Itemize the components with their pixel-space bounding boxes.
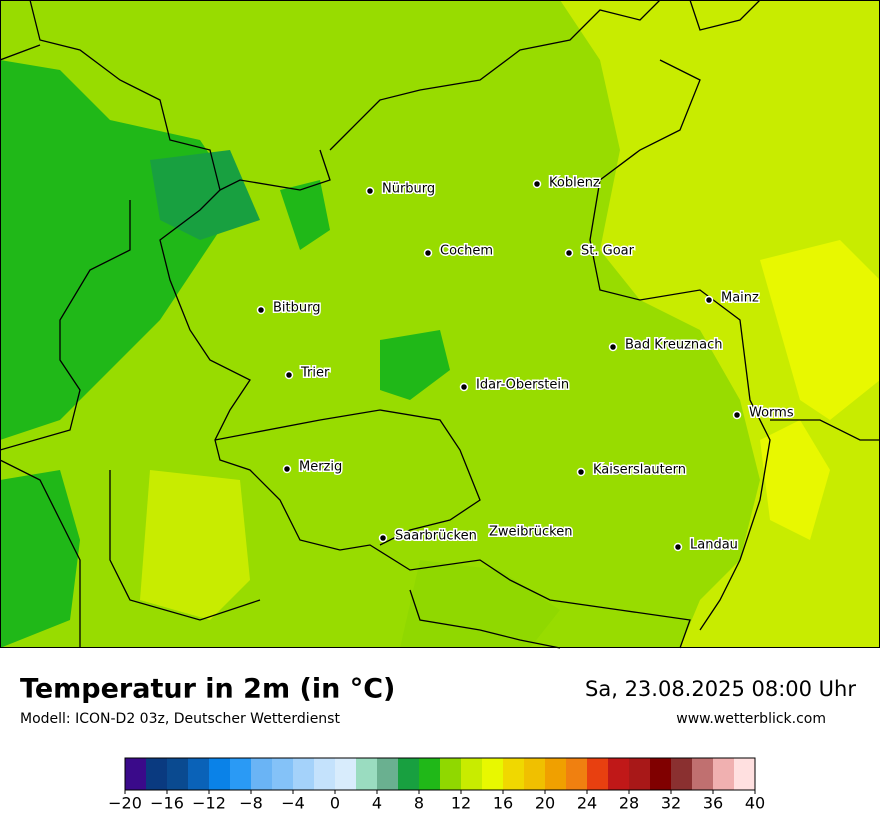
colorbar-segment bbox=[566, 758, 587, 790]
colorbar-segment bbox=[146, 758, 167, 790]
colorbar-segment bbox=[314, 758, 335, 790]
colorbar-tick-label: 40 bbox=[745, 794, 765, 813]
colorbar-segment bbox=[419, 758, 440, 790]
city-labels: Nürburg Koblenz Cochem St. Goar Bitburg … bbox=[256, 174, 795, 554]
colorbar-tick-label: 32 bbox=[661, 794, 681, 813]
city-marker: Saarbrücken bbox=[378, 527, 478, 545]
city-label: Landau bbox=[690, 538, 738, 553]
colorbar-tick-label: −12 bbox=[192, 794, 226, 813]
website: www.wetterblick.com bbox=[676, 711, 826, 727]
colorbar-segment bbox=[167, 758, 188, 790]
colorbar-segment bbox=[734, 758, 755, 790]
colorbar-segment bbox=[209, 758, 230, 790]
colorbar-segment bbox=[251, 758, 272, 790]
colorbar-segment bbox=[188, 758, 209, 790]
colorbar-tick-label: 36 bbox=[703, 794, 723, 813]
city-marker: Trier bbox=[284, 364, 331, 382]
colorbar-segment bbox=[335, 758, 356, 790]
colorbar-segment bbox=[545, 758, 566, 790]
city-label: Trier bbox=[300, 366, 330, 381]
colorbar-segment bbox=[629, 758, 650, 790]
title: Temperatur in 2m (in °C) bbox=[20, 674, 395, 705]
colorbar-frame bbox=[124, 757, 756, 791]
city-marker: Mainz bbox=[704, 289, 761, 307]
colorbar-segment bbox=[608, 758, 629, 790]
subtitle: Modell: ICON-D2 03z, Deutscher Wetterdie… bbox=[20, 711, 340, 727]
colorbar-segment bbox=[503, 758, 524, 790]
colorbar-segment bbox=[293, 758, 314, 790]
colorbar-segment bbox=[377, 758, 398, 790]
city-marker: Koblenz bbox=[532, 174, 601, 192]
colorbar-segment bbox=[482, 758, 503, 790]
city-label: Worms bbox=[749, 406, 794, 421]
colorbar-segment bbox=[650, 758, 671, 790]
colorbar-tick-label: 28 bbox=[619, 794, 639, 813]
colorbar-tick-label: −20 bbox=[108, 794, 142, 813]
city-label: Nürburg bbox=[382, 182, 435, 197]
colorbar-segment bbox=[524, 758, 545, 790]
colorbar-segment bbox=[125, 758, 146, 790]
city-marker: Kaiserslautern bbox=[576, 461, 688, 479]
colorbar-segment bbox=[356, 758, 377, 790]
colorbar-tick-label: 4 bbox=[372, 794, 382, 813]
colorbar-tick-label: 0 bbox=[330, 794, 340, 813]
city-marker: Landau bbox=[673, 536, 739, 554]
colorbar-tick-label: 8 bbox=[414, 794, 424, 813]
colorbar-segment bbox=[713, 758, 734, 790]
colorbar-tick-label: 12 bbox=[451, 794, 471, 813]
city-label: Mainz bbox=[721, 291, 759, 306]
city-label: Koblenz bbox=[549, 176, 600, 191]
datetime: Sa, 23.08.2025 08:00 Uhr bbox=[585, 677, 856, 701]
map bbox=[0, 0, 880, 649]
city-marker: Nürburg bbox=[365, 180, 437, 198]
city-label: Merzig bbox=[299, 460, 342, 475]
city-label: Cochem bbox=[440, 244, 493, 259]
colorbar: −20 −16 −12 −8 −4 0 4 8 12 16 20 24 28 32 36 40 bbox=[108, 757, 765, 813]
city-marker: Bitburg bbox=[256, 299, 322, 317]
city-label-only: Zweibrücken bbox=[488, 523, 574, 541]
city-label: Kaiserslautern bbox=[593, 463, 686, 478]
city-marker: Cochem bbox=[423, 242, 495, 260]
city-marker: Merzig bbox=[282, 458, 344, 476]
colorbar-segment bbox=[272, 758, 293, 790]
colorbar-tick-label: 24 bbox=[577, 794, 597, 813]
city-marker: Bad Kreuznach bbox=[608, 336, 724, 354]
city-label: Bitburg bbox=[273, 301, 321, 316]
colorbar-segment bbox=[230, 758, 251, 790]
city-marker: Worms bbox=[732, 404, 795, 422]
colorbar-tick-label: 16 bbox=[493, 794, 513, 813]
city-label: St. Goar bbox=[581, 244, 635, 259]
city-label: Idar-Oberstein bbox=[476, 378, 569, 393]
city-marker: St. Goar bbox=[564, 242, 636, 260]
colorbar-segment bbox=[461, 758, 482, 790]
city-label: Saarbrücken bbox=[395, 529, 477, 544]
colorbar-segment bbox=[587, 758, 608, 790]
colorbar-segment bbox=[440, 758, 461, 790]
city-label: Bad Kreuznach bbox=[625, 338, 723, 353]
colorbar-tick-label: −8 bbox=[239, 794, 263, 813]
city-label: Zweibrücken bbox=[489, 525, 572, 540]
city-marker: Idar-Oberstein bbox=[459, 376, 571, 394]
colorbar-segment bbox=[671, 758, 692, 790]
colorbar-segment bbox=[692, 758, 713, 790]
colorbar-segment bbox=[398, 758, 419, 790]
colorbar-tick-label: 20 bbox=[535, 794, 555, 813]
colorbar-tick-label: −4 bbox=[281, 794, 305, 813]
colorbar-tick-label: −16 bbox=[150, 794, 184, 813]
